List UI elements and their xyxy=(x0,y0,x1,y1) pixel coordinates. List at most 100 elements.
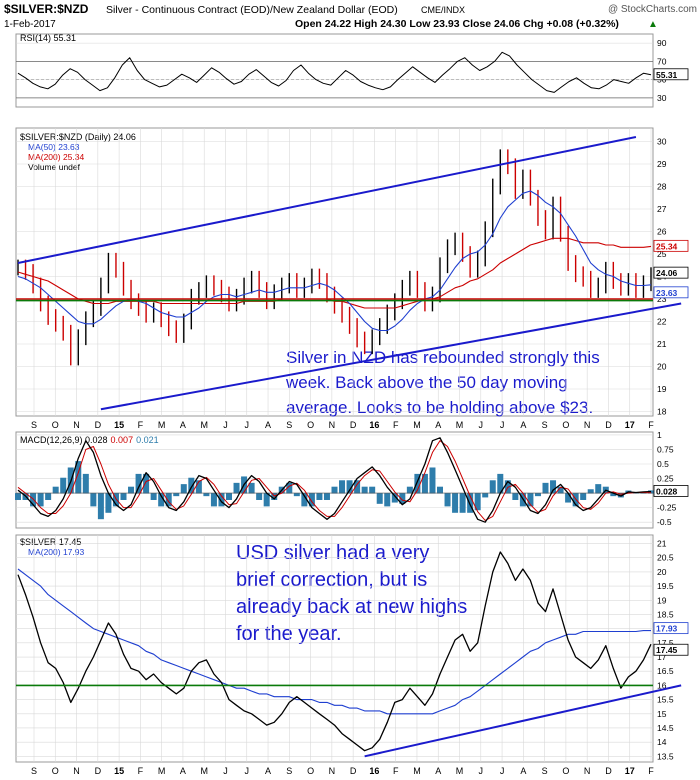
usd-tick-label: 20 xyxy=(657,567,667,577)
usd-annotation-line: for the year. xyxy=(236,623,342,645)
usd-tick-label: 15.5 xyxy=(657,695,674,705)
macd-tick-label: 0.25 xyxy=(657,474,674,484)
macd-histogram-bar xyxy=(135,473,142,494)
macd-histogram-bar xyxy=(399,493,406,504)
volume-legend: Volume undef xyxy=(28,162,81,172)
x-tick-label: A xyxy=(520,420,526,430)
macd-line xyxy=(17,437,652,523)
ma200-legend: MA(200) 25.34 xyxy=(28,152,84,162)
macd-histogram-bar xyxy=(82,473,89,494)
macd-histogram-bar xyxy=(286,482,293,494)
x-tick-label: S xyxy=(31,420,37,430)
usd-tick-label: 15 xyxy=(657,709,667,719)
x-tick-label: M xyxy=(456,766,464,776)
x-tick-label: D xyxy=(605,766,612,776)
usd-tick-label: 16 xyxy=(657,680,667,690)
price-tick-label: 18 xyxy=(657,407,667,417)
macd-signal-value: 0.007 xyxy=(111,435,134,445)
usd-tick-label: 16.5 xyxy=(657,666,674,676)
price-tick-label: 20 xyxy=(657,362,667,372)
macd-histogram-bar xyxy=(580,493,587,500)
x-tick-label: N xyxy=(329,420,336,430)
x-tick-label: A xyxy=(265,420,271,430)
macd-histogram-bar xyxy=(595,484,602,494)
rsi-last-value-box xyxy=(653,68,689,81)
macd-histogram-bar xyxy=(346,480,353,494)
macd-histogram-bar xyxy=(301,493,308,507)
macd-histogram-bar xyxy=(429,467,436,494)
macd-histogram-bar xyxy=(120,493,127,500)
usd-annotation-line: USD silver had a very xyxy=(236,542,429,564)
macd-histogram-bar xyxy=(293,493,300,497)
usd-price-last-value: 17.45 xyxy=(656,645,678,655)
usd-price-line xyxy=(17,551,652,752)
macd-histogram-bar xyxy=(467,493,474,513)
x-tick-label: S xyxy=(31,766,37,776)
macd-histogram-bar xyxy=(444,493,451,507)
macd-histogram-bar xyxy=(452,493,459,513)
usd-legend: $SILVER 17.45 xyxy=(20,537,81,547)
chart-description: Silver - Continuous Contract (EOD)/New Z… xyxy=(106,4,398,16)
x-tick-label: A xyxy=(435,766,441,776)
x-tick-label: M xyxy=(413,766,421,776)
usd-tick-label: 17.5 xyxy=(657,638,674,648)
x-tick-label: F xyxy=(138,420,144,430)
macd-histogram-bar xyxy=(195,480,202,494)
macd-histogram-bar xyxy=(37,493,44,507)
chart-date: 1-Feb-2017 xyxy=(4,19,56,30)
x-tick-label: D xyxy=(95,420,102,430)
x-tick-label: M xyxy=(158,420,166,430)
usd-ma200-last-value: 17.93 xyxy=(656,624,678,634)
x-tick-label: M xyxy=(456,420,464,430)
macd-signal-line xyxy=(17,440,652,521)
macd-histogram-bar xyxy=(617,493,624,498)
macd-histogram-bar xyxy=(339,480,346,494)
x-tick-label: 16 xyxy=(369,420,379,430)
up-arrow-icon: ▲ xyxy=(648,19,658,30)
macd-histogram-bar xyxy=(173,493,180,497)
ma200-last-value: 25.34 xyxy=(656,241,678,251)
x-tick-label: O xyxy=(562,766,569,776)
price-tick-label: 30 xyxy=(657,137,667,147)
macd-last-value: 0.028 xyxy=(656,486,678,496)
macd-histogram-bar xyxy=(143,473,150,494)
x-tick-label: 17 xyxy=(625,766,635,776)
usd-tick-label: 20.5 xyxy=(657,553,674,563)
x-tick-label: O xyxy=(307,420,314,430)
x-tick-label: N xyxy=(329,766,336,776)
macd-histogram-bar xyxy=(218,493,225,507)
macd-histogram-bar xyxy=(233,482,240,494)
macd-histogram-bar xyxy=(316,493,323,500)
rsi-tick-label: 70 xyxy=(657,56,667,66)
macd-histogram-bar xyxy=(256,493,263,500)
macd-tick-label: -0.5 xyxy=(657,517,672,527)
usd-tick-label: 14 xyxy=(657,737,667,747)
macd-histogram-bar xyxy=(15,493,21,500)
chart-exchange: CME/INDX xyxy=(421,5,465,15)
rsi-line xyxy=(17,51,652,93)
x-tick-label: J xyxy=(223,420,228,430)
price-tick-label: 26 xyxy=(657,227,667,237)
price-tick-label: 25 xyxy=(657,249,667,259)
macd-histogram-bar xyxy=(97,493,104,520)
usd-ma200-legend: MA(200) 17.93 xyxy=(28,547,84,557)
x-tick-label: 16 xyxy=(369,766,379,776)
x-tick-label: F xyxy=(138,766,144,776)
usd-tick-label: 17 xyxy=(657,652,667,662)
x-tick-label: J xyxy=(223,766,228,776)
macd-histogram-bar xyxy=(263,493,270,507)
macd-tick-label: 0.75 xyxy=(657,444,674,454)
macd-histogram-bar xyxy=(587,489,594,494)
macd-histogram-bar xyxy=(180,484,187,494)
price-legend: $SILVER:$NZD (Daily) 24.06 xyxy=(20,132,136,142)
price-tick-label: 28 xyxy=(657,182,667,192)
x-tick-label: O xyxy=(52,766,59,776)
macd-last-value-box xyxy=(653,485,689,497)
nzd-annotation-line: average. Looks to be holding above $23. xyxy=(286,398,593,417)
x-tick-label: A xyxy=(180,420,186,430)
macd-tick-label: 0.5 xyxy=(657,459,669,469)
trend-line xyxy=(100,302,682,411)
x-tick-label: N xyxy=(73,766,80,776)
price-panel xyxy=(15,127,654,417)
x-tick-label: M xyxy=(158,766,166,776)
